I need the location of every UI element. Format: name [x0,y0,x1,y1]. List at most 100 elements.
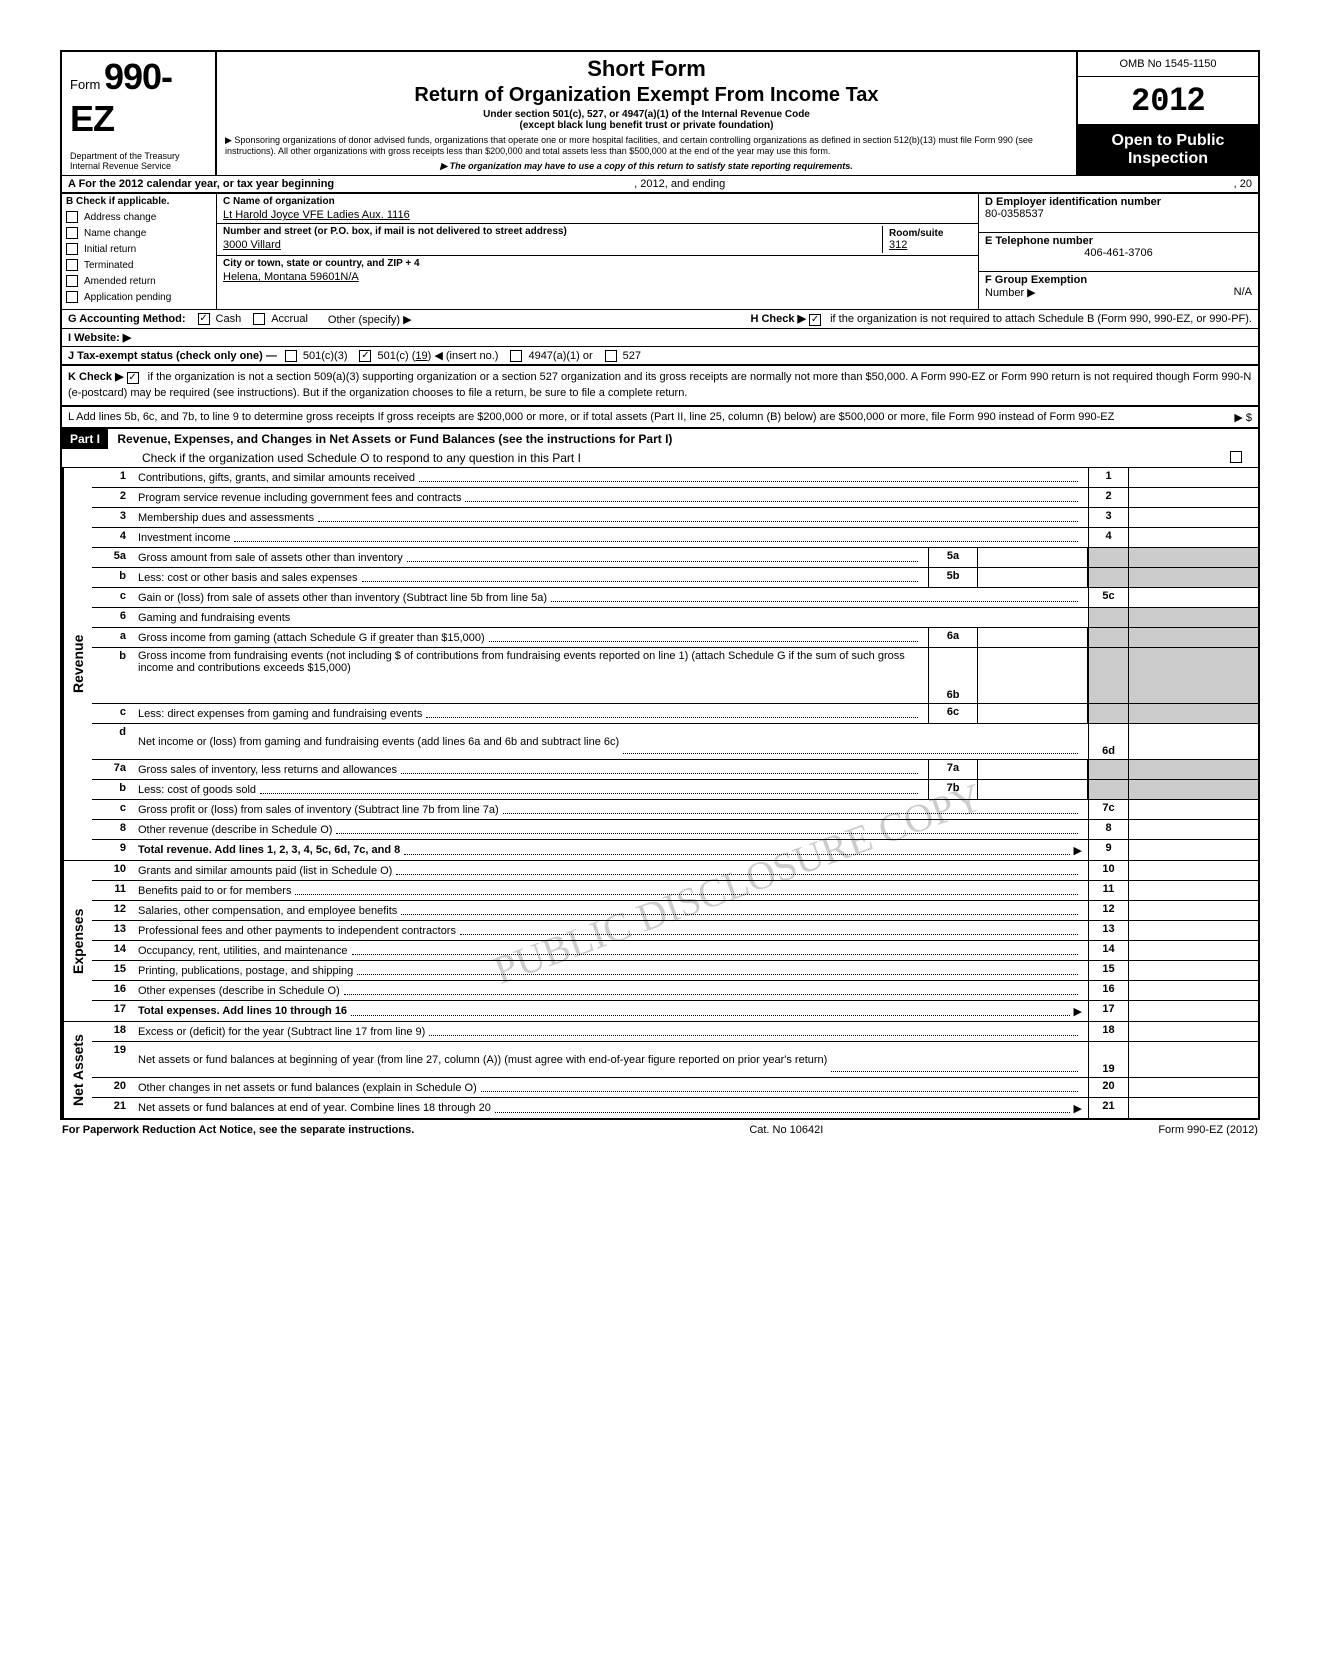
row-j: J Tax-exempt status (check only one) — 5… [60,346,1260,364]
sub1: Under section 501(c), 527, or 4947(a)(1)… [483,109,810,120]
inspection-text: Inspection [1082,150,1254,168]
line17-desc: Total expenses. Add lines 10 through 16 [138,1005,347,1017]
cb-initial[interactable]: Initial return [66,243,212,255]
room-suite-box: Room/suite 312 [882,226,972,253]
form-header: Form 990-EZ Department of the Treasury I… [60,50,1260,175]
cb-4947[interactable] [510,350,522,362]
room-label: Room/suite [889,228,943,239]
row-a-label: A For the 2012 calendar year, or tax yea… [68,178,334,190]
dept-line2: Internal Revenue Service [70,162,207,172]
part1-label: Part I [62,429,108,449]
col-c: C Name of organization Lt Harold Joyce V… [217,194,978,309]
f-label: F Group Exemption [985,274,1087,286]
expenses-side-label: Expenses [62,861,92,1021]
cb-501c3[interactable] [285,350,297,362]
cb-amended[interactable]: Amended return [66,275,212,287]
cb-name[interactable]: Name change [66,227,212,239]
col-b: B Check if applicable. Address change Na… [62,194,217,309]
line7b-desc: Less: cost of goods sold [138,784,256,796]
line20-desc: Other changes in net assets or fund bala… [138,1082,477,1094]
501c3-label: 501(c)(3) [303,350,348,362]
line18-desc: Excess or (deficit) for the year (Subtra… [138,1026,425,1038]
cb-terminated-label: Terminated [84,260,133,271]
d-label: D Employer identification number [985,196,1161,208]
cb-pending-label: Application pending [84,292,171,303]
f-value: N/A [1234,286,1252,298]
inspection-box: Open to Public Inspection [1078,125,1258,175]
org-street: 3000 Villard [223,239,882,251]
cb-cash[interactable] [198,313,210,325]
line6d-desc: Net income or (loss) from gaming and fun… [138,736,619,748]
revenue-side-label: Revenue [62,468,92,860]
c-city-label: City or town, state or country, and ZIP … [223,258,972,269]
h-label: H Check ▶ [750,313,806,325]
col-d: D Employer identification number 80-0358… [978,194,1258,309]
form-number: Form 990-EZ [70,56,207,140]
phone-value: 406-461-3706 [985,247,1252,259]
form-prefix: Form [70,77,100,92]
line21-desc: Net assets or fund balances at end of ye… [138,1102,491,1114]
org-name: Lt Harold Joyce VFE Ladies Aux. 1116 [223,209,972,221]
line16-desc: Other expenses (describe in Schedule O) [138,985,340,997]
form-id-box: Form 990-EZ Department of the Treasury I… [62,52,217,175]
cb-h[interactable] [809,314,821,326]
cb-address[interactable]: Address change [66,211,212,223]
line5c-desc: Gain or (loss) from sale of assets other… [138,592,547,604]
k-label: K Check ▶ [68,371,124,383]
4947-label: 4947(a)(1) or [528,350,592,362]
f-number-label: Number ▶ [985,287,1036,299]
line10-desc: Grants and similar amounts paid (list in… [138,865,392,877]
part1-header: Part I Revenue, Expenses, and Changes in… [60,429,1260,468]
c-name-label: C Name of organization [223,196,972,207]
row-i: I Website: ▶ [60,328,1260,346]
h-text: if the organization is not required to a… [830,313,1252,325]
accrual-label: Accrual [271,313,308,325]
line15-desc: Printing, publications, postage, and shi… [138,965,353,977]
footer: For Paperwork Reduction Act Notice, see … [60,1120,1260,1140]
open-text: Open to Public [1082,132,1254,150]
527-label: 527 [623,350,641,362]
form-number-text: 990-EZ [70,56,172,139]
year-box: 2012 [1078,77,1258,125]
line6-desc: Gaming and fundraising events [138,612,290,624]
row-a-mid: , 2012, and ending [634,178,725,190]
cb-527[interactable] [605,350,617,362]
b-label: B Check if applicable. [66,196,169,207]
e-label: E Telephone number [985,235,1093,247]
line6c-desc: Less: direct expenses from gaming and fu… [138,708,422,720]
cb-pending[interactable]: Application pending [66,291,212,303]
line3-desc: Membership dues and assessments [138,512,314,524]
netassets-block: Net Assets 18Excess or (deficit) for the… [60,1022,1260,1120]
footer-cat: Cat. No 10642I [749,1124,823,1136]
line12-desc: Salaries, other compensation, and employ… [138,905,397,917]
cb-part1-schedO[interactable] [1230,451,1242,463]
l-text: L Add lines 5b, 6c, and 7b, to line 9 to… [68,411,1114,423]
501c-num: 19 [415,350,427,362]
other-label: Other (specify) ▶ [328,313,412,326]
line5a-desc: Gross amount from sale of assets other t… [138,552,403,564]
row-a-end: , 20 [1234,178,1252,190]
line7c-desc: Gross profit or (loss) from sales of inv… [138,804,499,816]
return-title: Return of Organization Exempt From Incom… [225,84,1068,107]
cb-accrual[interactable] [253,313,265,325]
revenue-block: Revenue 1Contributions, gifts, grants, a… [60,468,1260,861]
row-g: G Accounting Method: Cash Accrual Other … [60,309,1260,328]
cb-501c[interactable] [359,350,371,362]
netassets-side-label: Net Assets [62,1022,92,1118]
year-prefix: 20 [1131,83,1169,120]
c-street-label: Number and street (or P.O. box, if mail … [223,226,882,237]
row-a: A For the 2012 calendar year, or tax yea… [60,175,1260,192]
cb-address-label: Address change [84,212,156,223]
short-form-title: Short Form [225,56,1068,82]
line6a-desc: Gross income from gaming (attach Schedul… [138,632,485,644]
header-note1: Sponsoring organizations of donor advise… [225,135,1068,157]
cb-initial-label: Initial return [84,244,136,255]
l-arrow: ▶ $ [1234,411,1252,424]
omb-number: OMB No 1545-1150 [1078,52,1258,77]
right-box: OMB No 1545-1150 2012 Open to Public Ins… [1078,52,1258,175]
line4-desc: Investment income [138,532,230,544]
part1-check-text: Check if the organization used Schedule … [142,451,581,465]
cb-k[interactable] [127,372,139,384]
cb-terminated[interactable]: Terminated [66,259,212,271]
header-note2: The organization may have to use a copy … [225,161,1068,172]
